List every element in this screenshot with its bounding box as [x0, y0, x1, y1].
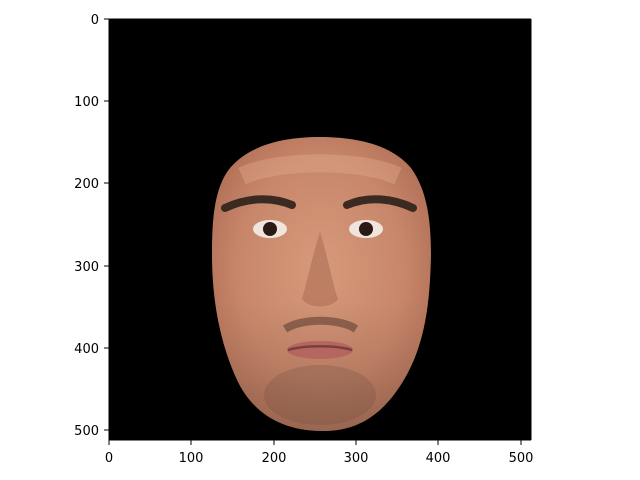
x-tick-400-label: 400	[426, 451, 451, 466]
x-tick-0-label: 0	[105, 451, 113, 466]
y-tick-200-label: 200	[74, 177, 99, 192]
nose	[302, 232, 338, 307]
y-tick-300-label: 300	[74, 260, 99, 275]
x-tick-200-label: 200	[262, 451, 287, 466]
x-tick-100-label: 100	[179, 451, 204, 466]
y-tick-0-label: 0	[91, 13, 99, 28]
y-tick-400-label: 400	[74, 342, 99, 357]
right-iris	[359, 222, 373, 236]
left-iris	[263, 222, 277, 236]
mouth	[287, 341, 353, 359]
x-axis-ticks: 0 100 200 300 400 500	[105, 440, 534, 466]
forehead-highlight	[238, 154, 402, 185]
x-tick-500-label: 500	[509, 451, 534, 466]
right-eyebrow	[343, 195, 417, 212]
left-eyebrow	[221, 195, 296, 212]
x-tick-300-label: 300	[344, 451, 369, 466]
face-crop-icon	[212, 137, 431, 432]
y-tick-100-label: 100	[74, 95, 99, 110]
mustache	[282, 316, 359, 333]
y-axis-ticks: 0 100 200 300 400 500	[74, 13, 109, 439]
y-tick-500-label: 500	[74, 424, 99, 439]
mouth-line	[287, 345, 353, 352]
chin-shadow	[264, 365, 376, 425]
